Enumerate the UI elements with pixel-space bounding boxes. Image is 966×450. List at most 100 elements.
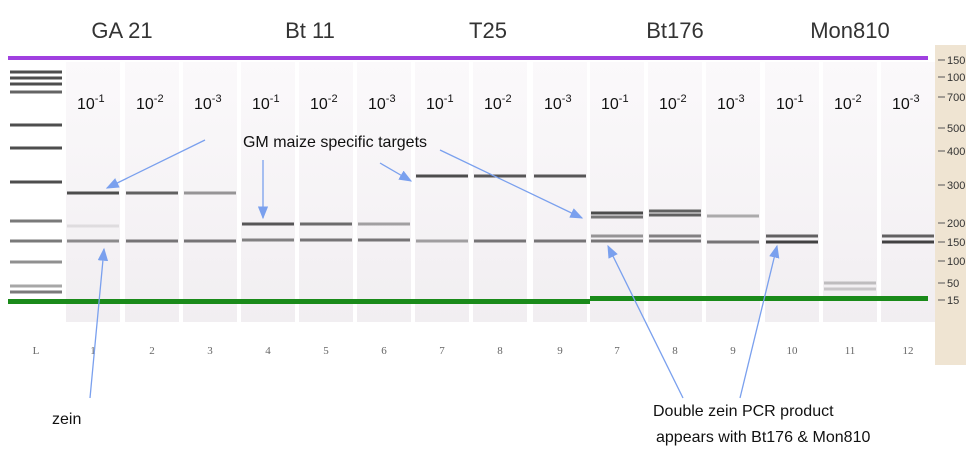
annotation: GM maize specific targets	[243, 134, 427, 151]
band	[126, 192, 178, 195]
dilution-base: 10	[601, 96, 619, 113]
group-label: Bt176	[646, 18, 704, 43]
band	[591, 216, 643, 219]
annotation: Double zein PCR product	[653, 403, 834, 420]
band	[358, 239, 410, 242]
dilution-exponent: -3	[910, 93, 920, 105]
group-label: T25	[469, 18, 507, 43]
ladder-label: 150	[947, 55, 965, 67]
dilution-exponent: -2	[328, 93, 338, 105]
band	[416, 175, 468, 178]
dilution-exponent: -1	[619, 93, 629, 105]
band	[766, 235, 818, 238]
band	[184, 192, 236, 195]
dilution-base: 10	[659, 96, 677, 113]
dilution-base: 10	[136, 96, 154, 113]
group-label: Bt 11	[285, 18, 335, 43]
ladder-label: 300	[947, 180, 965, 192]
ladder-label: 15	[947, 295, 959, 307]
dilution-exponent: -3	[562, 93, 572, 105]
marker-line	[8, 56, 928, 60]
band	[10, 291, 62, 294]
band	[10, 77, 62, 80]
band	[707, 215, 759, 218]
dilution-base: 10	[717, 96, 735, 113]
dilution-exponent: -3	[735, 93, 745, 105]
lane-label: 12	[903, 345, 914, 357]
band	[474, 175, 526, 178]
band	[184, 240, 236, 243]
band	[766, 241, 818, 244]
band	[10, 220, 62, 223]
dilution-base: 10	[77, 96, 95, 113]
band	[474, 240, 526, 243]
ladder-label: 700	[947, 92, 965, 104]
ladder-label: 400	[947, 146, 965, 158]
dilution-base: 10	[310, 96, 328, 113]
band	[649, 235, 701, 238]
marker-line	[8, 299, 590, 304]
band	[10, 147, 62, 150]
band	[534, 175, 586, 178]
band	[126, 240, 178, 243]
dilution-exponent: -3	[212, 93, 222, 105]
band	[10, 261, 62, 264]
band	[416, 240, 468, 243]
dilution-exponent: -1	[270, 93, 280, 105]
ladder-label: 150	[947, 237, 965, 249]
dilution-base: 10	[892, 96, 910, 113]
annotation: zein	[52, 411, 81, 428]
band	[534, 240, 586, 243]
band	[10, 83, 62, 86]
marker-line	[590, 296, 928, 301]
ladder-label: 500	[947, 123, 965, 135]
band	[10, 91, 62, 94]
band	[649, 214, 701, 217]
dilution-base: 10	[484, 96, 502, 113]
band	[707, 241, 759, 244]
band	[242, 223, 294, 226]
ladder-label: 50	[947, 278, 959, 290]
lane-label: 8	[497, 345, 503, 357]
dilution-exponent: -2	[154, 93, 164, 105]
lane-label: 2	[149, 345, 155, 357]
band	[358, 223, 410, 226]
dilution-base: 10	[544, 96, 562, 113]
lane-label: L	[33, 345, 40, 357]
lane-label: 3	[207, 345, 213, 357]
band	[10, 285, 62, 288]
band	[10, 71, 62, 74]
ladder-label: 100	[947, 256, 965, 268]
band	[242, 239, 294, 242]
band	[67, 192, 119, 195]
band	[824, 288, 876, 291]
lane-label: 7	[439, 345, 445, 357]
band	[882, 235, 934, 238]
band	[591, 240, 643, 243]
lane-label: 9	[557, 345, 563, 357]
dilution-exponent: -1	[794, 93, 804, 105]
band	[824, 282, 876, 285]
band	[10, 240, 62, 243]
dilution-exponent: -3	[386, 93, 396, 105]
lane-label: 4	[265, 345, 271, 357]
band	[10, 124, 62, 127]
band	[649, 240, 701, 243]
group-label: Mon810	[810, 18, 890, 43]
lane-label: 10	[787, 345, 799, 357]
band	[300, 223, 352, 226]
dilution-exponent: -2	[502, 93, 512, 105]
band	[591, 212, 643, 215]
band	[649, 210, 701, 213]
group-label: GA 21	[91, 18, 152, 43]
gel-figure: L123456789789101112GA 21Bt 11T25Bt176Mon…	[0, 0, 966, 450]
lane-label: 6	[381, 345, 387, 357]
band	[10, 181, 62, 184]
dilution-exponent: -2	[852, 93, 862, 105]
band	[67, 240, 119, 243]
lane-label: 5	[323, 345, 329, 357]
band	[882, 241, 934, 244]
dilution-base: 10	[776, 96, 794, 113]
band	[591, 235, 643, 238]
ladder-label: 100	[947, 72, 965, 84]
